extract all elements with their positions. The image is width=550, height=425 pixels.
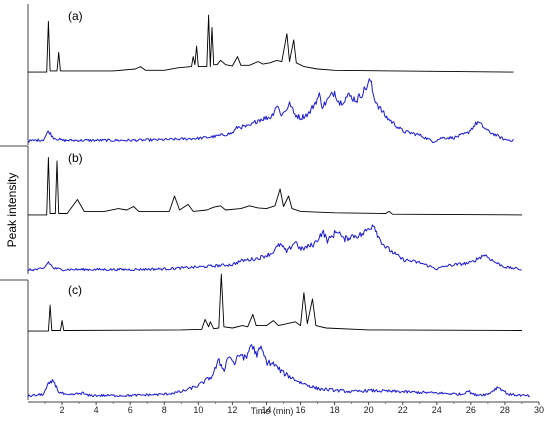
panel-2: (b) bbox=[0, 145, 523, 274]
panel-label: (c) bbox=[68, 283, 82, 297]
x-tick-label: 12 bbox=[227, 405, 237, 415]
panel-label: (a) bbox=[68, 9, 83, 23]
panel-label: (b) bbox=[68, 151, 83, 165]
x-tick-label: 2 bbox=[60, 405, 65, 415]
y-axis-label: Peak intensity bbox=[5, 173, 19, 248]
series-line-blue-trace bbox=[27, 344, 530, 398]
x-tick-label: 14 bbox=[261, 405, 271, 415]
panel-1: (a) bbox=[27, 4, 514, 145]
series-line-black-trace bbox=[28, 273, 523, 332]
x-axis-label: Time (min) bbox=[251, 406, 294, 416]
x-tick-label: 10 bbox=[193, 405, 203, 415]
panel-3: (c) bbox=[0, 273, 530, 400]
series-line-black-trace bbox=[28, 157, 523, 216]
x-axis: 2 4 6 8 10 12 14 16 18 20 22 24 26 28 30 bbox=[28, 401, 544, 415]
x-tick-label: 26 bbox=[466, 405, 476, 415]
x-tick-label: 24 bbox=[432, 405, 442, 415]
x-tick-label: 6 bbox=[128, 405, 133, 415]
series-line-blue-trace bbox=[27, 78, 514, 144]
x-tick-label: 16 bbox=[296, 405, 306, 415]
series-line-black-trace bbox=[28, 14, 514, 73]
x-tick-label: 8 bbox=[162, 405, 167, 415]
x-tick-label: 30 bbox=[534, 405, 544, 415]
x-tick-label: 4 bbox=[94, 405, 99, 415]
x-tick-label: 20 bbox=[364, 405, 374, 415]
x-tick-label: 28 bbox=[500, 405, 510, 415]
x-tick-label: 22 bbox=[398, 405, 408, 415]
series-line-blue-trace bbox=[27, 224, 522, 272]
x-tick-label: 18 bbox=[330, 405, 340, 415]
panels-layer: (a) (b) (c) bbox=[0, 4, 530, 400]
